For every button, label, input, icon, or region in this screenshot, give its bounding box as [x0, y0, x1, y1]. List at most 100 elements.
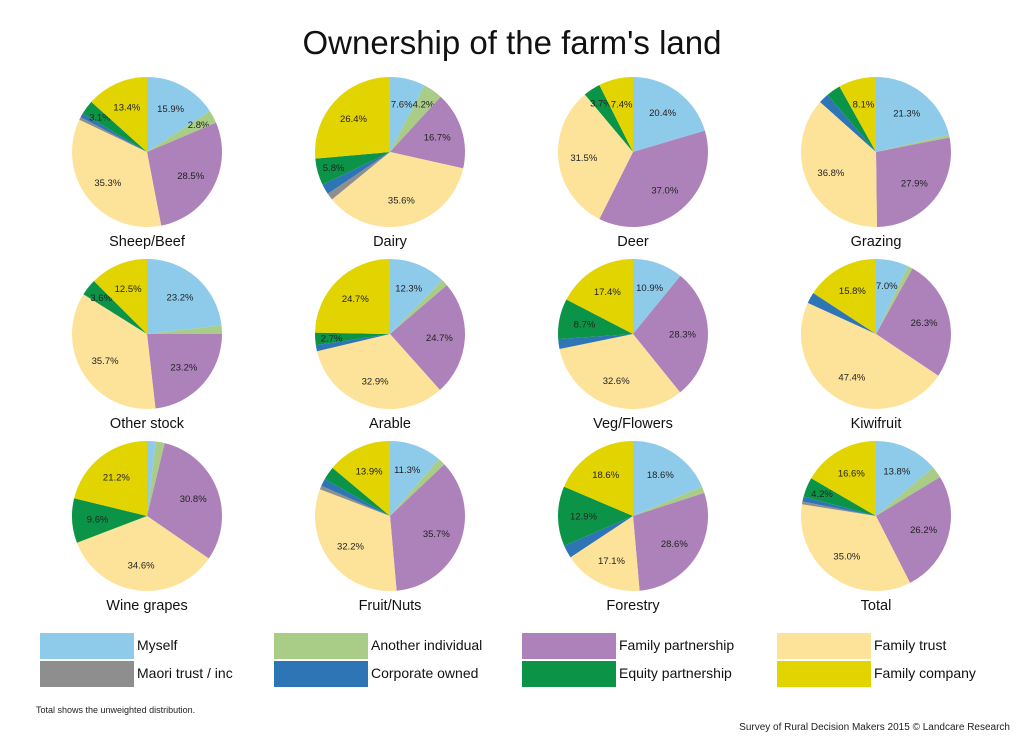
legend-swatch [40, 661, 134, 687]
pie-title-grazing: Grazing [851, 234, 902, 250]
pie-forestry: 18.6% 28.6% 17.1% 12.9% 18.6% Forestry [557, 441, 709, 614]
data-label-forestry-family-company: 18.6% [592, 470, 619, 481]
slice-forestry-another-individual [633, 486, 705, 516]
pie-title-sheep-beef: Sheep/Beef [109, 234, 186, 250]
pie-arable: 12.3% 24.7% 32.9% 2.7% 24.7% Arable [314, 259, 466, 432]
slice-dairy-myself [390, 77, 425, 152]
slice-dairy-corporate-owned [322, 152, 390, 194]
data-label-grazing-family-trust: 36.8% [817, 168, 844, 179]
data-label-dairy-another-individual: 4.2% [413, 100, 435, 111]
slice-sheep-beef-equity-partnership [82, 101, 147, 152]
legend-swatch [777, 633, 871, 659]
slice-arable-another-individual [390, 280, 447, 334]
data-label-veg-flowers-family-partnership: 28.3% [669, 330, 696, 341]
pie-sheep-beef: 15.9% 2.8% 28.5% 35.3% 3.1%13.4% Sheep/Beef [72, 77, 222, 250]
pie-kiwifruit: 7.0% 26.3% 47.4% 15.8% Kiwifruit [800, 259, 951, 432]
data-label-veg-flowers-myself: 10.9% [636, 283, 663, 294]
slice-sheep-beef-corporate-owned [80, 113, 147, 152]
data-label-forestry-family-partnership: 28.6% [661, 539, 688, 550]
legend-swatch [274, 661, 368, 687]
data-label-kiwifruit-myself: 7.0% [876, 281, 898, 292]
slice-wine-grapes-family-company [74, 441, 147, 516]
data-label-sheep-beef-family-trust: 35.3% [94, 178, 121, 189]
legend-label: Equity partnership [619, 665, 732, 681]
slice-other-stock-another-individual [147, 325, 222, 334]
legend-label: Another individual [371, 637, 483, 653]
data-label-forestry-family-trust: 17.1% [598, 556, 625, 567]
slice-other-stock-family-partnership [147, 334, 222, 409]
slice-wine-grapes-family-partnership [147, 443, 222, 559]
data-label-total-equity-partnership: 4.2% [811, 489, 833, 500]
legend-swatch [777, 661, 871, 687]
data-label-total-family-partnership: 26.2% [910, 525, 937, 536]
data-label-veg-flowers-family-trust: 32.6% [603, 376, 630, 387]
data-label-veg-flowers-family-company: 17.4% [594, 287, 621, 298]
legend-swatch [522, 633, 616, 659]
slice-fruit-nuts-myself [390, 441, 439, 516]
slice-sheep-beef-myself [147, 77, 210, 152]
slice-forestry-myself [633, 441, 703, 516]
slice-total-corporate-owned [802, 496, 876, 516]
data-label-wine-grapes-equity-partnership: 9.6% [87, 515, 109, 526]
slice-deer-myself [633, 77, 705, 152]
slice-total-family-company [811, 441, 876, 516]
data-label-fruit-nuts-family-partnership: 35.7% [423, 529, 450, 540]
slice-deer-family-trust [557, 94, 633, 220]
pie-deer: 20.4% 37.0% 31.5% 3.7% 7.4% Deer [557, 77, 709, 250]
data-label-sheep-beef-another-individual: 2.8% [188, 120, 210, 131]
data-label-other-stock-equity-partnership: 3.6% [90, 293, 112, 304]
slice-sheep-beef-another-individual [147, 111, 217, 152]
slice-veg-flowers-equity-partnership [558, 299, 633, 340]
pie-dairy: 7.6% 4.2% 16.7% 35.6% 5.8% 26.4% Dairy [314, 77, 465, 250]
slice-forestry-equity-partnership [557, 486, 633, 546]
slice-deer-family-company [599, 77, 633, 152]
data-label-total-family-company: 16.6% [838, 469, 865, 480]
slice-other-stock-family-trust [71, 294, 156, 409]
data-label-sheep-beef-family-company: 13.4% [113, 102, 140, 113]
slice-total-another-individual [876, 467, 941, 516]
data-label-veg-flowers-equity-partnership: 8.7% [574, 320, 596, 331]
slice-dairy-family-trust [331, 152, 464, 227]
pie-charts-grid: 15.9% 2.8% 28.5% 35.3% 3.1%13.4% Sheep/Beef 7.… [71, 77, 952, 614]
slice-dairy-maori-trust-inc [327, 152, 390, 200]
pie-title-fruit-nuts: Fruit/Nuts [359, 598, 422, 614]
data-label-other-stock-family-trust: 35.7% [92, 356, 119, 367]
slice-total-maori-trust-inc [801, 501, 876, 516]
data-label-kiwifruit-family-company: 15.8% [839, 286, 866, 297]
slice-arable-equity-partnership [314, 332, 390, 346]
data-label-other-stock-family-partnership: 23.2% [170, 363, 197, 374]
slice-fruit-nuts-equity-partnership [324, 467, 390, 516]
slice-arable-corporate-owned [315, 334, 390, 352]
pie-title-other-stock: Other stock [110, 416, 185, 432]
data-label-grazing-family-partnership: 27.9% [901, 179, 928, 190]
slice-fruit-nuts-maori-trust-inc [319, 485, 390, 516]
slice-grazing-family-company [839, 77, 876, 152]
data-label-deer-family-partnership: 37.0% [651, 185, 678, 196]
pie-wine-grapes: 30.8% 34.6% 9.6% 21.2% Wine grapes [72, 441, 222, 614]
data-label-arable-myself: 12.3% [395, 284, 422, 295]
slice-dairy-family-partnership [390, 96, 465, 169]
slice-kiwifruit-another-individual [876, 266, 913, 334]
pie-title-veg-flowers: Veg/Flowers [593, 416, 673, 432]
slice-dairy-family-company [314, 77, 390, 159]
slice-forestry-family-company [563, 441, 633, 516]
data-label-fruit-nuts-myself: 11.3% [394, 465, 421, 476]
slice-total-equity-partnership [803, 478, 876, 516]
slice-grazing-another-individual [876, 134, 950, 152]
pie-title-kiwifruit: Kiwifruit [851, 416, 902, 432]
data-label-dairy-myself: 7.6% [391, 99, 413, 110]
slice-kiwifruit-family-trust [800, 302, 939, 410]
data-label-total-myself: 13.8% [883, 467, 910, 478]
data-label-arable-equity-partnership: 2.7% [321, 333, 343, 344]
slice-grazing-corporate-owned [820, 94, 876, 152]
data-label-deer-myself: 20.4% [649, 108, 676, 119]
slice-deer-family-partnership [599, 130, 709, 228]
data-label-wine-grapes-family-partnership: 30.8% [180, 494, 207, 505]
slice-kiwifruit-family-partnership [876, 268, 951, 376]
slice-grazing-family-partnership [876, 137, 951, 227]
slice-wine-grapes-equity-partnership [72, 498, 147, 543]
slice-grazing-equity-partnership [827, 86, 876, 152]
slice-dairy-another-individual [390, 85, 441, 152]
slice-fruit-nuts-family-trust [315, 489, 397, 591]
data-label-dairy-family-company: 26.4% [340, 114, 367, 125]
